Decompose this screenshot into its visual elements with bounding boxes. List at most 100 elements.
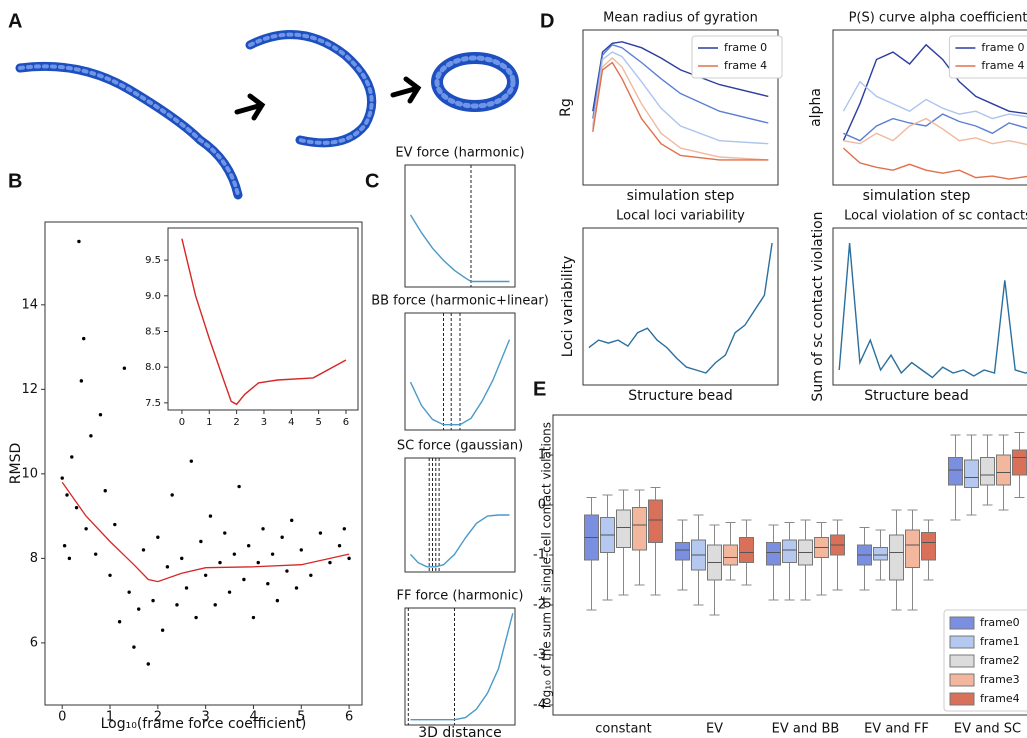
x-axis-label: 3D distance bbox=[418, 725, 501, 738]
point bbox=[122, 366, 127, 370]
x-axis-label: Log₁₀(frame force coefficient) bbox=[101, 716, 307, 732]
legend-label: frame 4 bbox=[981, 59, 1024, 72]
x-axis-label: Structure bead bbox=[864, 388, 969, 404]
point bbox=[318, 531, 323, 535]
series-line bbox=[843, 117, 1027, 146]
legend-swatch bbox=[949, 673, 975, 687]
y-axis-label: alpha bbox=[808, 88, 824, 127]
y-tick-label: 7.5 bbox=[145, 398, 161, 409]
point bbox=[141, 548, 146, 552]
y-axis-label: Rg bbox=[558, 98, 574, 117]
y-tick-label: 6 bbox=[30, 635, 38, 650]
arrow bbox=[390, 76, 422, 104]
legend-box bbox=[948, 35, 1027, 79]
point bbox=[232, 552, 237, 556]
plot-frame bbox=[582, 227, 779, 386]
point bbox=[156, 535, 160, 539]
box bbox=[980, 457, 995, 486]
series-line bbox=[410, 613, 514, 721]
chart-title: P(S) curve alpha coefficient bbox=[849, 11, 1027, 26]
point bbox=[146, 662, 150, 666]
x-tick-label: 3 bbox=[261, 417, 267, 428]
helix-coil bbox=[434, 55, 516, 109]
point bbox=[199, 539, 203, 544]
series-line bbox=[592, 41, 769, 112]
series-line bbox=[592, 61, 769, 161]
point bbox=[127, 590, 131, 594]
legend-swatch bbox=[949, 692, 975, 706]
series-line bbox=[842, 147, 1027, 180]
point bbox=[89, 434, 93, 438]
box bbox=[921, 532, 936, 561]
series-line bbox=[181, 238, 347, 406]
point bbox=[256, 560, 260, 565]
legend-label: frame2 bbox=[980, 654, 1020, 667]
series-line bbox=[409, 514, 510, 568]
helix-coil bbox=[18, 64, 240, 197]
point bbox=[227, 590, 232, 594]
x-tick-label: 0 bbox=[179, 417, 185, 428]
box bbox=[632, 507, 647, 551]
x-tick-label: EV bbox=[706, 722, 723, 737]
chart-title: FF force (harmonic) bbox=[396, 589, 523, 604]
x-tick-label: 5 bbox=[315, 417, 321, 428]
point bbox=[62, 543, 67, 548]
point bbox=[103, 489, 107, 493]
series-line bbox=[842, 43, 1027, 141]
trend-line bbox=[61, 481, 350, 583]
x-tick-label: 6 bbox=[345, 710, 353, 725]
y-tick-label: 1 bbox=[538, 448, 546, 463]
legend-label: frame3 bbox=[980, 673, 1020, 686]
point bbox=[70, 455, 74, 459]
x-tick-label: 1 bbox=[106, 710, 114, 725]
point bbox=[223, 531, 227, 535]
point bbox=[337, 543, 342, 548]
box bbox=[889, 534, 904, 581]
legend-label: frame0 bbox=[980, 616, 1020, 629]
x-tick-label: 4 bbox=[288, 417, 294, 428]
x-tick-label: EV and FF bbox=[864, 722, 929, 737]
y-tick-label: 0 bbox=[538, 498, 546, 513]
x-tick-label: 1 bbox=[206, 417, 212, 428]
point bbox=[82, 336, 86, 341]
point bbox=[294, 586, 299, 590]
x-tick-label: 2 bbox=[233, 417, 239, 428]
panel-label: E bbox=[533, 378, 546, 400]
legend-label: frame1 bbox=[980, 635, 1020, 648]
helix-extended bbox=[15, 61, 243, 200]
x-axis-label: Structure bead bbox=[628, 388, 733, 404]
helix-images bbox=[15, 30, 519, 200]
legend-swatch bbox=[949, 654, 975, 668]
legend-label: frame 4 bbox=[724, 59, 767, 72]
chart-title: Mean radius of gyration bbox=[603, 11, 758, 26]
panel-label: B bbox=[8, 170, 22, 192]
point bbox=[67, 556, 72, 561]
legend-swatch bbox=[949, 635, 975, 649]
point bbox=[237, 484, 241, 489]
point bbox=[77, 239, 81, 244]
box bbox=[1012, 449, 1027, 476]
point bbox=[203, 573, 208, 577]
series-line bbox=[592, 51, 769, 145]
helix-bent bbox=[245, 30, 377, 148]
chart-title: Local loci variability bbox=[616, 209, 745, 224]
point bbox=[218, 560, 222, 565]
point bbox=[208, 514, 213, 518]
x-tick-label: 4 bbox=[249, 710, 257, 725]
y-tick-label: -1 bbox=[533, 548, 546, 563]
chart-title: SC force (gaussian) bbox=[397, 439, 523, 454]
y-tick-label: -2 bbox=[533, 598, 546, 613]
box bbox=[766, 542, 781, 566]
point bbox=[79, 379, 84, 383]
point bbox=[170, 493, 174, 497]
point bbox=[160, 628, 165, 632]
x-axis-label: simulation step bbox=[627, 188, 735, 204]
point bbox=[299, 548, 303, 552]
point bbox=[251, 615, 256, 620]
point bbox=[189, 459, 194, 463]
point bbox=[108, 573, 112, 577]
plot-frame bbox=[832, 227, 1027, 386]
x-tick-label: 0 bbox=[58, 710, 66, 725]
point bbox=[132, 645, 136, 649]
y-tick-label: 10 bbox=[21, 466, 38, 481]
